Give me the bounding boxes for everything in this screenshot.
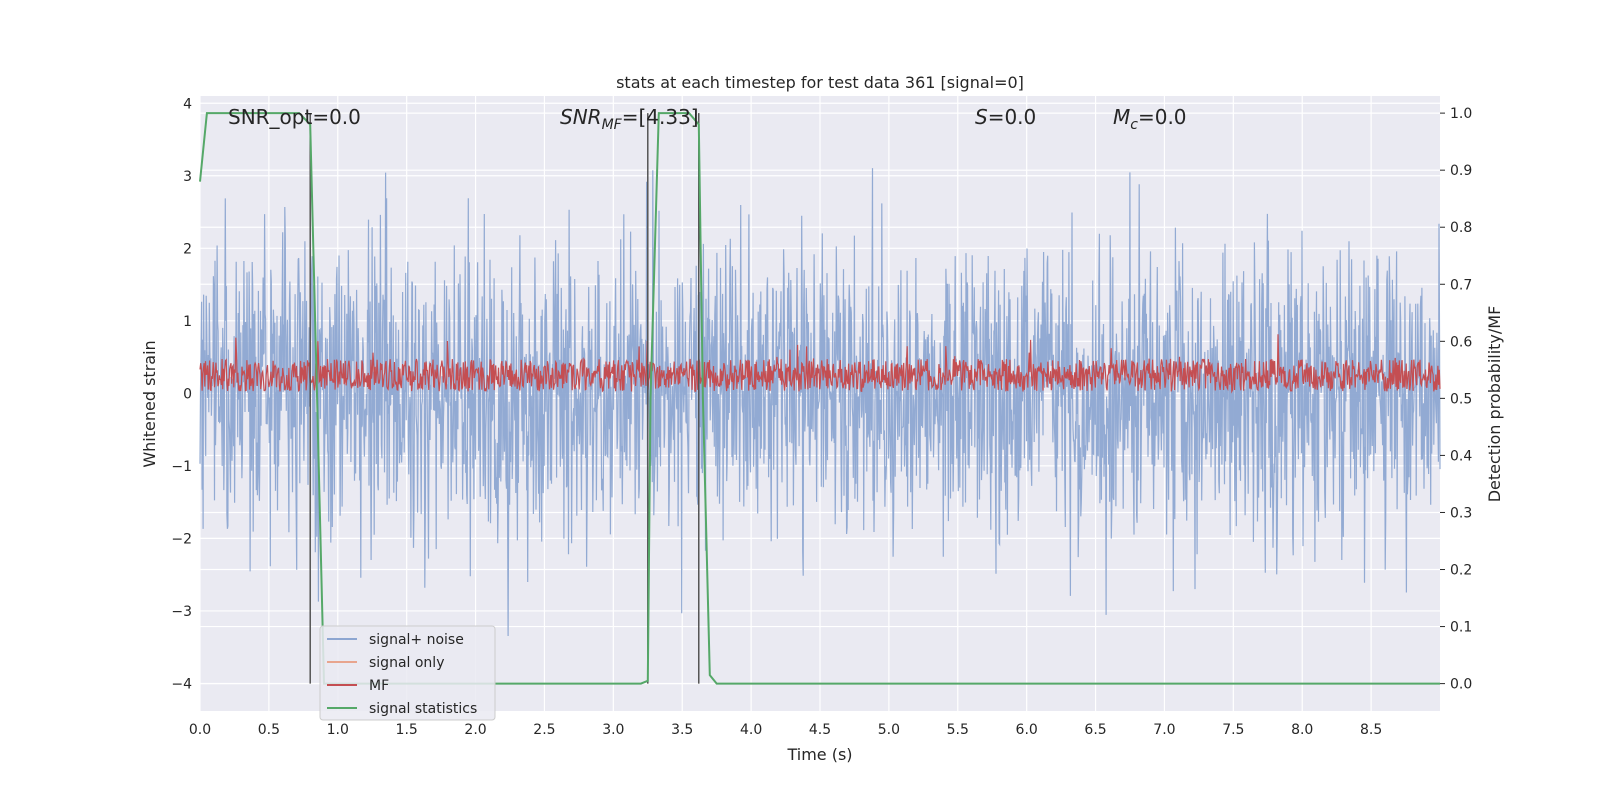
y-right-axis-label: Detection probability/MF xyxy=(1485,306,1504,503)
annotation-snr-mf-value: =[4.33] xyxy=(622,105,699,129)
annotation-mc: Mc=0.0 xyxy=(1113,105,1187,133)
signal-statistics-line xyxy=(199,112,1440,685)
x-tick-label: 0.5 xyxy=(258,722,280,738)
annotation-mc-symbol: M xyxy=(1113,105,1130,129)
y-left-tick-label: −2 xyxy=(171,531,192,547)
legend-label-mf: MF xyxy=(369,678,389,694)
x-tick-label: 3.5 xyxy=(671,722,693,738)
annotation-snr-mf-subscript: MF xyxy=(602,117,623,133)
legend-label-signal-statistics: signal statistics xyxy=(369,701,477,717)
y-right-tick-label: 0.9 xyxy=(1450,163,1472,179)
annotation-snr-opt: SNR_opt=0.0 xyxy=(228,105,361,129)
signal-noise-series xyxy=(199,168,1441,637)
x-tick-label: 6.5 xyxy=(1084,722,1106,738)
x-tick-label: 5.0 xyxy=(878,722,900,738)
y-right-axis-ticks: 0.0 0.1 0.2 0.3 0.4 0.5 0.6 0.7 0.8 0.9 1.0 xyxy=(1440,106,1472,693)
x-tick-label: 8.0 xyxy=(1291,722,1313,738)
x-axis-ticks: 0.0 0.5 1.0 1.5 2.0 2.5 3.0 3.5 4.0 4.5 5.0 5.5 6.0 6… xyxy=(189,722,1382,738)
x-tick-label: 1.5 xyxy=(396,722,418,738)
annotation-mc-value: =0.0 xyxy=(1138,105,1187,129)
annotation-s-value: =0.0 xyxy=(988,105,1037,129)
y-left-tick-label: −4 xyxy=(171,676,192,692)
mf-line xyxy=(199,334,1441,394)
y-right-tick-label: 0.3 xyxy=(1450,505,1472,521)
mf-series xyxy=(199,334,1441,394)
y-right-tick-label: 1.0 xyxy=(1450,106,1472,122)
y-right-tick-label: 0.4 xyxy=(1450,448,1472,464)
y-right-tick-label: 0.1 xyxy=(1450,620,1472,636)
x-tick-label: 4.5 xyxy=(809,722,831,738)
legend-label-signal-only: signal only xyxy=(369,655,444,671)
annotation-s: S=0.0 xyxy=(975,105,1036,129)
x-tick-label: 3.0 xyxy=(602,722,624,738)
y-left-tick-label: 2 xyxy=(183,241,192,257)
y-right-tick-label: 0.6 xyxy=(1450,334,1472,350)
x-tick-label: 4.0 xyxy=(740,722,762,738)
y-right-tick-label: 0.5 xyxy=(1450,391,1472,407)
y-left-tick-label: −1 xyxy=(171,459,192,475)
x-tick-label: 7.0 xyxy=(1153,722,1175,738)
y-right-tick-label: 0.0 xyxy=(1450,677,1472,693)
y-right-tick-label: 0.8 xyxy=(1450,220,1472,236)
x-tick-label: 5.5 xyxy=(947,722,969,738)
y-left-tick-label: 1 xyxy=(183,314,192,330)
chart-title: stats at each timestep for test data 361… xyxy=(616,73,1024,92)
annotation-mc-subscript: c xyxy=(1130,117,1138,133)
x-tick-label: 7.5 xyxy=(1222,722,1244,738)
legend-label-signal-noise: signal+ noise xyxy=(369,632,464,648)
y-left-tick-label: −3 xyxy=(171,604,192,620)
y-left-tick-label: 0 xyxy=(183,386,192,402)
x-tick-label: 8.5 xyxy=(1360,722,1382,738)
x-tick-label: 2.5 xyxy=(533,722,555,738)
y-left-axis-label: Whitened strain xyxy=(140,340,159,467)
annotation-s-symbol: S xyxy=(975,105,988,129)
annotation-snr-mf-symbol: SNR xyxy=(560,105,602,129)
y-right-tick-label: 0.2 xyxy=(1450,563,1472,579)
y-right-tick-label: 0.7 xyxy=(1450,277,1472,293)
y-left-axis-ticks: −4 −3 −2 −1 0 1 2 3 4 xyxy=(171,96,192,692)
y-left-tick-label: 4 xyxy=(183,96,192,112)
signal-noise-line xyxy=(199,168,1441,637)
x-tick-label: 2.0 xyxy=(464,722,486,738)
signal-statistics-series xyxy=(199,112,1440,685)
x-tick-label: 1.0 xyxy=(327,722,349,738)
x-tick-label: 0.0 xyxy=(189,722,211,738)
x-axis-label: Time (s) xyxy=(786,745,852,764)
y-left-tick-label: 3 xyxy=(183,169,192,185)
x-tick-label: 6.0 xyxy=(1016,722,1038,738)
legend: signal+ noise signal only MF signal stat… xyxy=(319,625,496,721)
annotation-snr-mf: SNRMF=[4.33] xyxy=(560,105,699,133)
